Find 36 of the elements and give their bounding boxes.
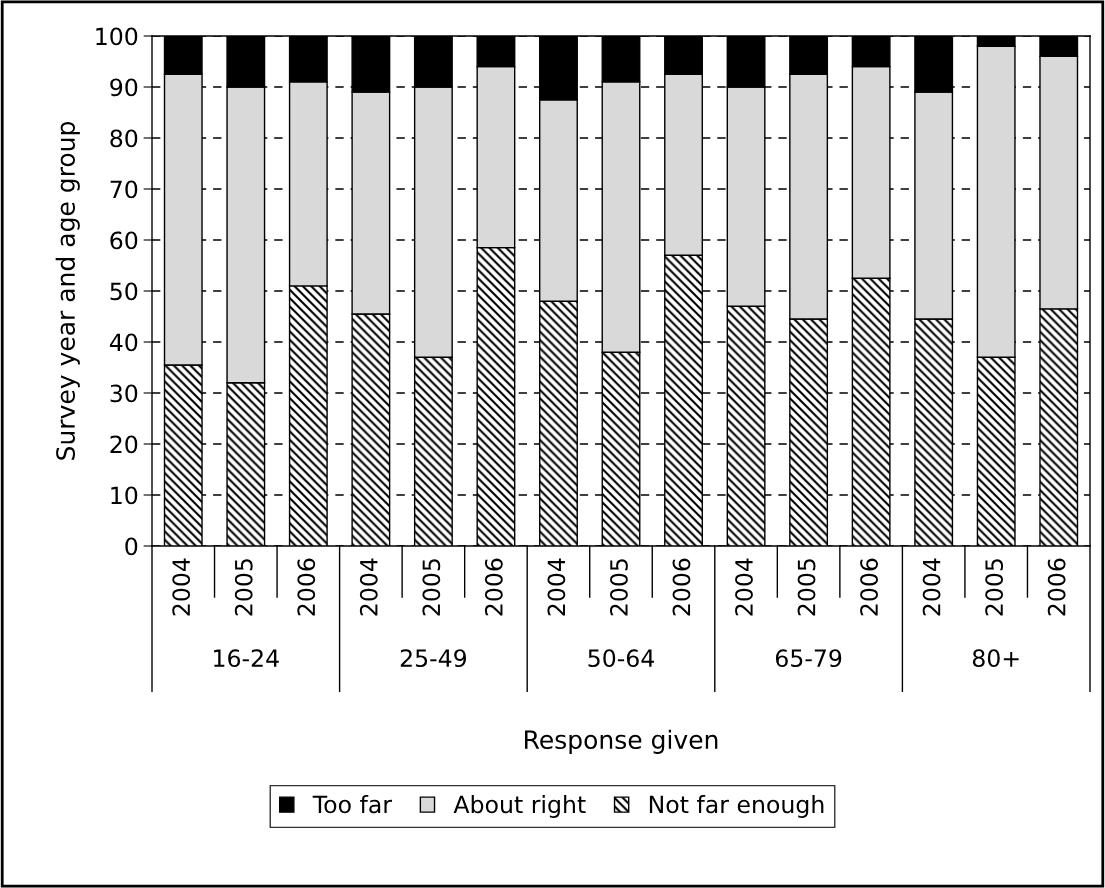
- legend-label: About right: [453, 795, 586, 818]
- x-tick-label: 2005: [609, 559, 628, 616]
- y-tick-label: 90: [110, 78, 138, 97]
- x-tick-label: 2006: [484, 558, 503, 616]
- x-tick-label: 2006: [672, 558, 691, 616]
- y-tick-label: 70: [110, 180, 138, 199]
- y-tick-label: 40: [109, 333, 138, 352]
- legend-label: Too far: [312, 795, 393, 814]
- x-tick-label: 2006: [860, 558, 878, 616]
- y-tick-label: 20: [110, 435, 138, 454]
- x-tick-label: 2004: [172, 558, 191, 616]
- y-tick-label: 30: [110, 384, 138, 403]
- text: 80+: [972, 649, 1019, 668]
- y-tick-label: 60: [110, 231, 138, 250]
- x-tick-label: 2006: [297, 558, 316, 616]
- y-tick-label: 0: [125, 537, 138, 556]
- x-tick-label: 2006: [1047, 558, 1066, 616]
- x-tick-label: 2005: [985, 559, 1004, 616]
- text: 16-24: [214, 649, 279, 668]
- y-axis-title: Survey year and age group: [55, 122, 80, 460]
- x-axis-title: Response given: [525, 729, 718, 754]
- x-tick-label: 2004: [922, 558, 941, 616]
- x-tick-label: 2005: [234, 559, 253, 616]
- x-tick-label: 2004: [735, 558, 753, 616]
- y-tick-label: 10: [111, 486, 138, 505]
- text: 25-49: [400, 649, 467, 668]
- x-tick-label: 2005: [797, 559, 816, 616]
- x-tick-label: 2005: [422, 559, 441, 616]
- x-tick-label: 2004: [547, 558, 566, 616]
- y-tick-label: 50: [110, 282, 138, 301]
- text: 50-64: [588, 649, 654, 668]
- text: 65-79: [775, 649, 842, 668]
- y-tick-label: 80: [110, 129, 138, 148]
- x-tick-label: 2004: [359, 558, 378, 616]
- legend-label: Not far enough: [649, 795, 824, 818]
- y-tick-label: 100: [96, 27, 138, 46]
